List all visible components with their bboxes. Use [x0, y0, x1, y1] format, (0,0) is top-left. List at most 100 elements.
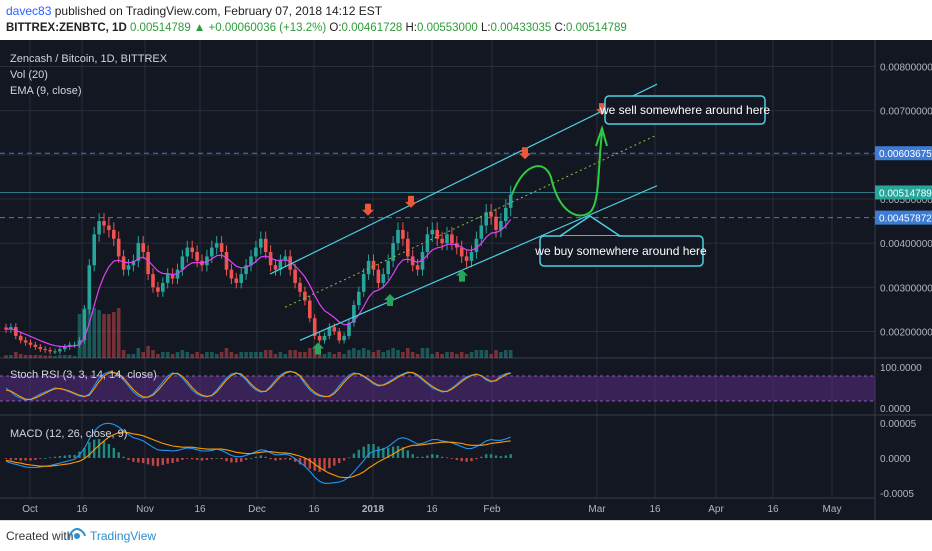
tradingview-logo-icon[interactable] [68, 527, 86, 541]
volume-bar [410, 352, 415, 358]
volume-bar [342, 354, 346, 358]
axis-labels: 0.00800000 0.00700000 0.00400000 0.00300000… [22, 63, 932, 515]
candle-body [317, 335, 322, 341]
volume-bar [151, 350, 155, 358]
rsi-tick-label: 100.0000 [880, 363, 922, 374]
volume-bar [464, 354, 469, 358]
macd-histogram-bar [93, 439, 96, 458]
macd-histogram-bar [274, 458, 277, 461]
candle-body [440, 238, 444, 244]
candle-body [312, 318, 317, 336]
volume-bar [53, 356, 57, 358]
volume-bar [14, 352, 18, 358]
price-badge [875, 185, 932, 200]
volume-bar [420, 348, 425, 358]
ema-legend: EMA (9, close) [10, 85, 82, 97]
volume-bars [4, 308, 513, 358]
volume-bar [161, 352, 165, 358]
volume-bar [504, 350, 508, 358]
volume-bar [273, 354, 278, 358]
macd-histogram-bar [220, 458, 223, 460]
candle-body [249, 256, 253, 266]
volume-bar [58, 355, 62, 358]
candle-body [205, 256, 209, 266]
volume-bar [317, 354, 322, 358]
buy-arrow-icon [312, 342, 324, 355]
macd-histogram-bar [88, 442, 91, 458]
macd-histogram-bar [44, 458, 47, 459]
macd-histogram-bar [63, 455, 66, 458]
candle-body [224, 252, 229, 270]
macd-histogram-bar [445, 457, 449, 459]
volume-bar [18, 354, 23, 358]
sell-callout-text: we sell somewhere around here [599, 103, 770, 117]
macd-histogram-bar [244, 458, 248, 460]
time-tick-label: Mar [588, 504, 606, 515]
sell-arrow-icon [519, 147, 531, 160]
macd-histogram-bar [396, 445, 400, 458]
candle-body [425, 234, 430, 252]
macd-histogram-bar [73, 454, 76, 458]
publish-info: published on TradingView.com, February 0… [54, 4, 383, 18]
author-link[interactable]: davec83 [6, 4, 52, 18]
volume-bar [406, 348, 410, 358]
buy-callout[interactable]: we buy somewhere around here [534, 215, 707, 267]
candle-body [165, 274, 170, 283]
ema-line [5, 219, 512, 348]
buy-callout-box [539, 235, 704, 267]
macd-histogram-bar [485, 454, 488, 458]
chart-header: davec83 published on TradingView.com, Fe… [0, 0, 932, 40]
price-tick-label: 0.00700000 [880, 107, 932, 118]
macd-histogram-bar [53, 456, 57, 458]
volume-bar [322, 354, 327, 358]
candle-body [102, 221, 106, 226]
macd-histogram-bar [4, 458, 8, 459]
volume-bar [445, 352, 449, 358]
candle-body [508, 194, 513, 208]
candle-body [386, 260, 390, 275]
macd-histogram-bar [24, 458, 27, 461]
candle-body [484, 212, 488, 226]
volume-bar [28, 355, 33, 358]
macd-histogram-bar [303, 458, 307, 467]
volume-bar [190, 354, 194, 358]
time-tick-label: 16 [767, 504, 779, 515]
candle-body [469, 252, 474, 261]
time-tick-label: 2018 [362, 504, 385, 515]
macd-histogram-bar [436, 454, 439, 458]
macd-histogram-bar [357, 449, 360, 458]
macd-histogram-bar [298, 458, 302, 465]
volume-bar [347, 350, 351, 358]
volume-bar [92, 308, 96, 358]
macd-histogram-bar [225, 458, 228, 462]
macd-histogram-bar [411, 454, 414, 458]
sell-callout[interactable]: we sell somewhere around here [599, 95, 770, 125]
price-tick-label: 0.00800000 [880, 63, 932, 74]
trend-channel[interactable] [269, 83, 658, 341]
macd-histogram-bar [259, 455, 262, 458]
volume-bar [263, 350, 268, 358]
volume-bar [136, 348, 141, 358]
candle-body [396, 229, 400, 244]
volume-bar [205, 352, 209, 358]
tradingview-brand-link[interactable]: TradingView [90, 529, 157, 543]
candle-body [288, 256, 292, 270]
macd-histogram-bar [352, 453, 356, 458]
candle-body [190, 247, 194, 252]
volume-bar [87, 308, 92, 358]
macd-histogram-bar [230, 458, 233, 463]
projection-path[interactable] [511, 124, 608, 217]
time-tick-label: Feb [483, 504, 501, 515]
candle-body [210, 247, 214, 257]
volume-bar [435, 352, 439, 358]
chart-canvas[interactable]: 0.00800000 0.00700000 0.00400000 0.00300000… [0, 40, 932, 520]
macd-histogram-bar [264, 456, 267, 458]
macd-histogram-bar [382, 447, 385, 458]
candle-body [14, 327, 18, 336]
candle-body [121, 256, 126, 270]
macd-histogram-bar [347, 457, 351, 459]
candle-body [38, 346, 43, 350]
time-tick-label: 16 [426, 504, 438, 515]
macd-histogram-bar [318, 458, 321, 472]
volume-bar [234, 354, 239, 358]
